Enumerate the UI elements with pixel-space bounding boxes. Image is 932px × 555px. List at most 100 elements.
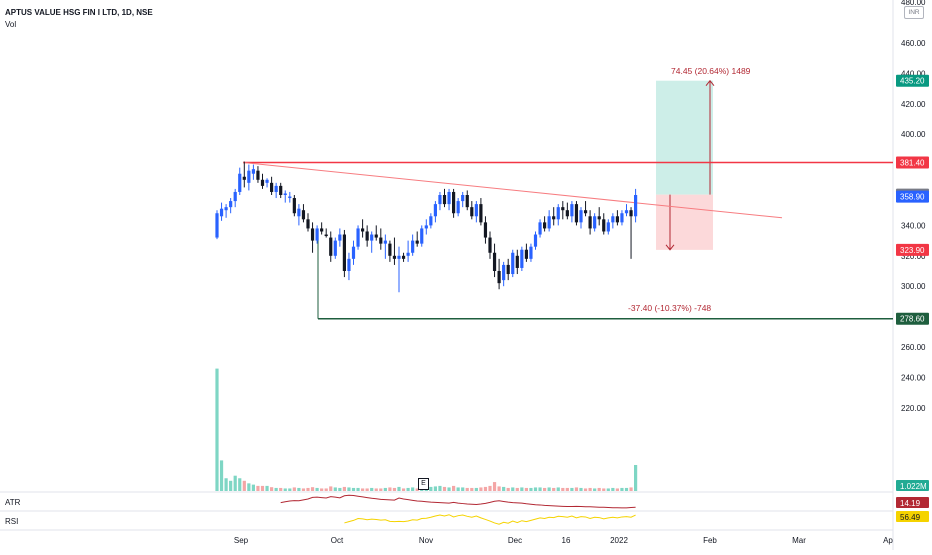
volume-bar xyxy=(242,480,246,491)
grid-layer xyxy=(0,0,894,550)
volume-bar xyxy=(556,487,560,491)
volume-bar xyxy=(315,487,319,491)
pane-badge xyxy=(896,511,929,522)
candle-body xyxy=(429,216,433,226)
volume-bar xyxy=(570,487,574,491)
price-badge-text: 358.90 xyxy=(900,193,925,202)
volume-bar xyxy=(602,488,606,491)
indicator-lines xyxy=(280,494,636,525)
candle-body xyxy=(543,222,547,229)
candle-body xyxy=(397,255,401,259)
earnings-event-marker[interactable]: E xyxy=(418,478,429,490)
volume-bar xyxy=(361,488,365,491)
candle-body xyxy=(497,271,501,284)
candle-body xyxy=(347,258,351,271)
currency-label[interactable]: INR xyxy=(904,6,924,19)
candle-body xyxy=(292,198,296,214)
price-badge xyxy=(896,190,929,203)
volume-bar xyxy=(565,487,569,491)
volume-bar xyxy=(370,487,374,491)
candle-body xyxy=(356,228,360,247)
candle-body xyxy=(260,179,265,186)
descending-trendline xyxy=(242,161,783,219)
candle-body xyxy=(556,207,560,220)
volume-bar xyxy=(329,486,333,491)
candle-body xyxy=(351,246,356,259)
candle-body xyxy=(438,195,442,205)
candle-body xyxy=(456,201,460,214)
volume-bar xyxy=(574,487,579,491)
candle-body xyxy=(365,231,369,241)
volume-bar xyxy=(629,487,633,491)
candle-body xyxy=(297,208,301,217)
candle-body xyxy=(533,234,538,247)
candle-body xyxy=(342,234,346,271)
candle-body xyxy=(283,193,287,195)
volume-bar xyxy=(552,487,556,491)
target-arrowhead xyxy=(705,79,715,87)
candle-body xyxy=(524,249,528,259)
volume-bar xyxy=(238,478,242,491)
time-axis: Sep Oct Nov Dec 16 2022 Feb Mar Ap xyxy=(234,536,894,545)
volume-bar xyxy=(483,486,488,491)
symbol-title[interactable]: APTUS VALUE HSG FIN I LTD, 1D, NSE xyxy=(5,8,153,17)
volume-bar xyxy=(383,487,387,491)
candle-body xyxy=(279,185,283,195)
candle-body xyxy=(520,249,524,268)
volume-bar xyxy=(515,487,519,491)
candle-body xyxy=(593,216,597,229)
volume-bar xyxy=(342,486,346,491)
volume-bar xyxy=(397,486,401,491)
volume-bar xyxy=(561,487,565,491)
candle-body xyxy=(379,237,383,244)
time-tick-label: 16 xyxy=(562,536,571,545)
candle-body xyxy=(552,216,556,220)
candle-body xyxy=(219,208,224,217)
volume-bar xyxy=(310,487,315,491)
price-tick-label: 320.00 xyxy=(901,252,926,261)
target-label: 74.45 (20.64%) 1489 xyxy=(671,66,751,76)
volume-bar xyxy=(292,487,296,491)
volume-bar xyxy=(379,488,383,491)
volume-bar xyxy=(438,485,442,491)
volume-bar xyxy=(547,487,551,491)
candle-body xyxy=(574,204,579,223)
stop-label: -37.40 (-10.37%) -748 xyxy=(628,303,711,313)
rsi-pane-label[interactable]: RSI xyxy=(5,517,19,526)
time-tick-label: Ap xyxy=(883,536,893,545)
stop-arrowhead xyxy=(665,244,675,251)
candle-body xyxy=(470,207,474,217)
candle-body xyxy=(447,191,451,205)
candle-body xyxy=(306,219,310,229)
volume-bar xyxy=(497,486,501,491)
atr-pane-label[interactable]: ATR xyxy=(5,498,21,507)
volume-bar xyxy=(301,488,306,491)
price-badges: 435.20381.40360.25358.90323.90278.601.02… xyxy=(896,74,929,522)
volume-bar xyxy=(538,487,542,491)
volume-bar xyxy=(442,486,447,491)
volume-bar xyxy=(506,487,510,491)
volume-bar xyxy=(452,485,456,491)
candle-body xyxy=(320,228,324,232)
volume-bar xyxy=(411,487,415,491)
volume-bar xyxy=(529,487,533,491)
candle-body xyxy=(215,213,219,238)
volume-bar xyxy=(511,487,515,491)
candle-body xyxy=(452,191,456,214)
price-tick-label: 300.00 xyxy=(901,282,926,291)
time-tick-label: 2022 xyxy=(610,536,628,545)
price-badge-text: 435.20 xyxy=(900,77,925,86)
candle-body xyxy=(433,204,437,217)
volume-legend-label[interactable]: Vol xyxy=(5,20,17,29)
price-badge-text: 381.40 xyxy=(900,158,925,167)
volume-bar xyxy=(479,487,483,491)
price-badge xyxy=(896,156,929,169)
candle-body xyxy=(611,216,615,223)
candle-body xyxy=(615,216,619,223)
volume-bar xyxy=(615,488,619,491)
volume-bar xyxy=(533,487,538,491)
price-badge xyxy=(896,312,929,325)
volume-bar xyxy=(274,487,278,491)
